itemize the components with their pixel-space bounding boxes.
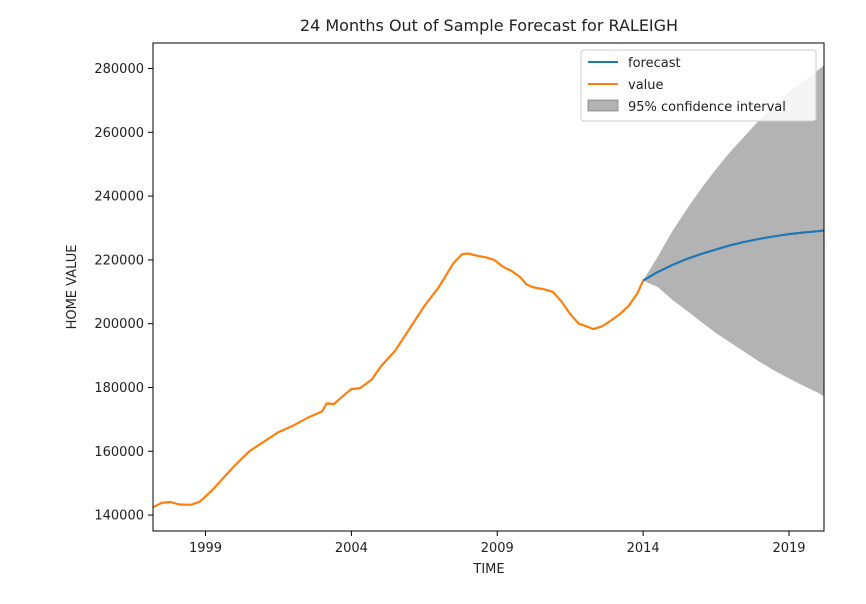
y-tick-label: 160000: [94, 445, 144, 460]
legend-forecast-label: forecast: [628, 56, 681, 71]
legend-frame: [580, 49, 817, 122]
legend-ci-swatch: [587, 99, 619, 112]
series-line-forecast: [642, 229, 825, 282]
x-axis: 1999 2004 2009 2014 2019: [189, 531, 806, 556]
y-tick-label: 180000: [94, 381, 144, 396]
legend-value-label: value: [628, 78, 664, 93]
legend-ci-label: 95% confidence interval: [628, 100, 786, 115]
series-layer: [152, 229, 825, 509]
confidence-interval-band: [643, 65, 824, 397]
y-tick-label: 280000: [94, 62, 144, 77]
y-tick-label: 260000: [94, 126, 144, 141]
y-tick-label: 200000: [94, 317, 144, 332]
y-tick-label: 140000: [94, 509, 144, 524]
y-tick-label: 220000: [94, 253, 144, 268]
confidence-interval-layer: [643, 65, 824, 397]
series-line-value: [152, 252, 645, 509]
x-tick-label: 1999: [189, 541, 222, 556]
x-tick-label: 2019: [772, 541, 805, 556]
x-tick-label: 2004: [335, 541, 368, 556]
x-axis-label: TIME: [472, 562, 504, 577]
y-axis: 140000 160000 180000 200000 220000 240000 2600…: [94, 62, 153, 524]
y-tick-label: 240000: [94, 190, 144, 205]
legend: forecast value 95% confidence interval: [580, 49, 817, 122]
x-tick-label: 2009: [481, 541, 514, 556]
plot-frame: [152, 42, 825, 532]
y-axis-label: HOME VALUE: [65, 245, 80, 330]
chart-title: 24 Months Out of Sample Forecast for RAL…: [300, 16, 678, 35]
x-tick-label: 2014: [627, 541, 660, 556]
